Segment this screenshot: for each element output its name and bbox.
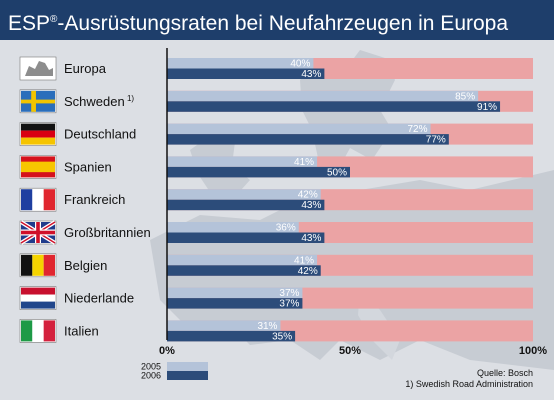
title-registered-mark: ®	[50, 14, 58, 25]
chart-row: Europa 40%43%	[19, 56, 533, 81]
sweden-flag-icon	[19, 89, 57, 114]
value-label-2005: 40%	[290, 59, 310, 70]
category-label: Europa	[64, 61, 107, 76]
category-label: Schweden 1)	[64, 94, 134, 109]
chart-row: Schweden 1) 85%91%	[19, 89, 533, 114]
bar-2005	[167, 222, 299, 233]
bar-2006	[167, 101, 501, 112]
x-tick-label: 0%	[159, 345, 175, 357]
value-label-2005: 31%	[257, 321, 277, 332]
france-flag-icon	[19, 187, 57, 212]
germany-flag-icon	[19, 122, 57, 146]
chart-row: Frankreich 42%43%	[19, 187, 533, 212]
x-tick-label: 50%	[339, 345, 361, 357]
legend-item-2005: 2005	[141, 362, 208, 372]
title-text: ESP	[8, 12, 51, 35]
chart-row: Spanien 41% 50%	[19, 155, 533, 179]
category-label: Italien	[64, 323, 99, 338]
x-tick-label: 100%	[519, 345, 547, 357]
bar-chart: Europa 40%43%Schweden 1) 85%91%Deutschland…	[19, 48, 547, 389]
value-label-2005: 41%	[294, 255, 314, 266]
belgium-flag-icon	[19, 253, 57, 278]
legend-label: 2006	[141, 371, 161, 381]
category-label: Niederlande	[64, 291, 134, 306]
bar-2006	[167, 134, 449, 145]
category-label: Deutschland	[64, 127, 136, 142]
value-label-2006: 77%	[426, 135, 446, 146]
bar-2005	[167, 287, 303, 299]
bar-2005	[167, 90, 479, 102]
chart-title: ESP®-Ausrüstungsraten bei Neufahrzeugen …	[8, 6, 508, 38]
bar-2006	[167, 199, 325, 211]
value-label-2005: 85%	[455, 91, 475, 102]
value-label-2005: 37%	[279, 288, 299, 299]
europe-map-icon	[19, 56, 57, 81]
value-label-2005: 36%	[276, 223, 296, 234]
value-label-2006: 43%	[301, 69, 321, 80]
bar-2005	[167, 254, 318, 266]
source-note: Quelle: Bosch	[477, 368, 533, 378]
value-label-2005: 41%	[294, 157, 314, 168]
value-label-2006: 35%	[272, 331, 292, 342]
title-bar: ESP®-Ausrüstungsraten bei Neufahrzeugen …	[0, 0, 554, 40]
value-label-2005: 42%	[298, 190, 318, 201]
bar-2005	[167, 58, 314, 69]
bar-2006	[167, 298, 303, 309]
legend-swatch	[167, 371, 208, 380]
category-label: Frankreich	[64, 192, 125, 207]
footnote-text: 1) Swedish Road Administration	[405, 379, 533, 389]
value-label-2006: 43%	[301, 233, 321, 244]
bar-2005	[167, 156, 318, 167]
legend-swatch	[167, 362, 208, 371]
footnote-marker: 1)	[125, 94, 135, 103]
value-label-2006: 37%	[279, 299, 299, 310]
chart-row: Großbritannien 36% 43%	[19, 220, 533, 245]
category-label: Großbritannien	[64, 225, 151, 240]
bar-2006	[167, 232, 325, 243]
title-rest: -Ausrüstungsraten bei Neufahrzeugen in E…	[57, 12, 509, 35]
legend-label: 2005	[141, 362, 161, 372]
value-label-2006: 42%	[298, 266, 318, 277]
bar-2005	[167, 123, 431, 135]
chart-row: Niederlande 37%37%	[19, 286, 533, 310]
italy-flag-icon	[19, 319, 57, 343]
chart-row: Belgien 41%42%	[19, 253, 533, 278]
category-label: Spanien	[64, 159, 112, 174]
bar-2005	[167, 320, 281, 331]
value-label-2005: 72%	[408, 124, 428, 135]
legend-item-2006: 2006	[141, 371, 208, 381]
bar-2006	[167, 330, 296, 342]
bar-2006	[167, 166, 350, 178]
bar-2006	[167, 68, 325, 79]
chart-row: Italien 31%35%	[19, 319, 533, 343]
bar-2005	[167, 189, 321, 200]
uk-flag-icon	[19, 220, 57, 245]
chart-row: Deutschland 72%77%	[19, 122, 533, 146]
bar-2006	[167, 265, 321, 276]
netherlands-flag-icon	[19, 286, 57, 310]
spain-flag-icon	[19, 155, 57, 179]
value-label-2006: 91%	[477, 102, 497, 113]
value-label-2006: 43%	[301, 200, 321, 211]
category-label: Belgien	[64, 258, 107, 273]
value-label-2006: 50%	[327, 167, 347, 178]
